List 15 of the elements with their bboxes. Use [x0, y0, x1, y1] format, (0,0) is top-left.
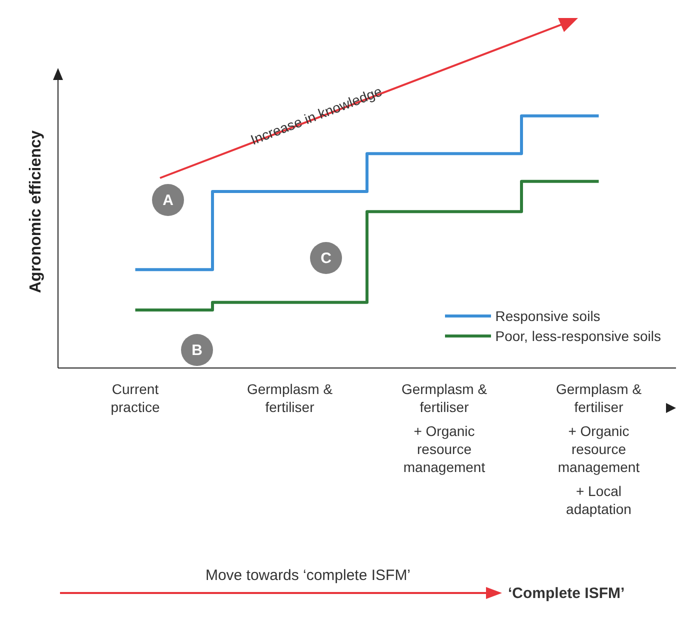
- letter-circle-icon: B: [181, 334, 213, 366]
- x-tick-label: Current practice: [110, 381, 160, 415]
- y-axis-title: Agronomic efficiency: [28, 130, 45, 293]
- letter-circle-icon: C: [310, 242, 342, 274]
- annotation: C: [320, 250, 332, 267]
- annotation: B: [192, 342, 203, 359]
- x-tick-label: Germplasm & fertiliser + Organic resource management: [401, 381, 488, 475]
- legend-label: Poor, less-responsive soils: [495, 328, 661, 344]
- x-tick-label: Germplasm & fertiliser + Organic resource management + Local adaptation: [556, 381, 642, 517]
- text: Move towards ‘complete ISFM’: [205, 567, 411, 584]
- text: ‘Complete ISFM’: [508, 585, 625, 602]
- x-tick-label: Germplasm & fertiliser: [246, 381, 334, 415]
- letter-circle-icon: A: [152, 184, 184, 216]
- legend-label: Responsive soils: [495, 308, 600, 324]
- annotation: A: [162, 192, 174, 209]
